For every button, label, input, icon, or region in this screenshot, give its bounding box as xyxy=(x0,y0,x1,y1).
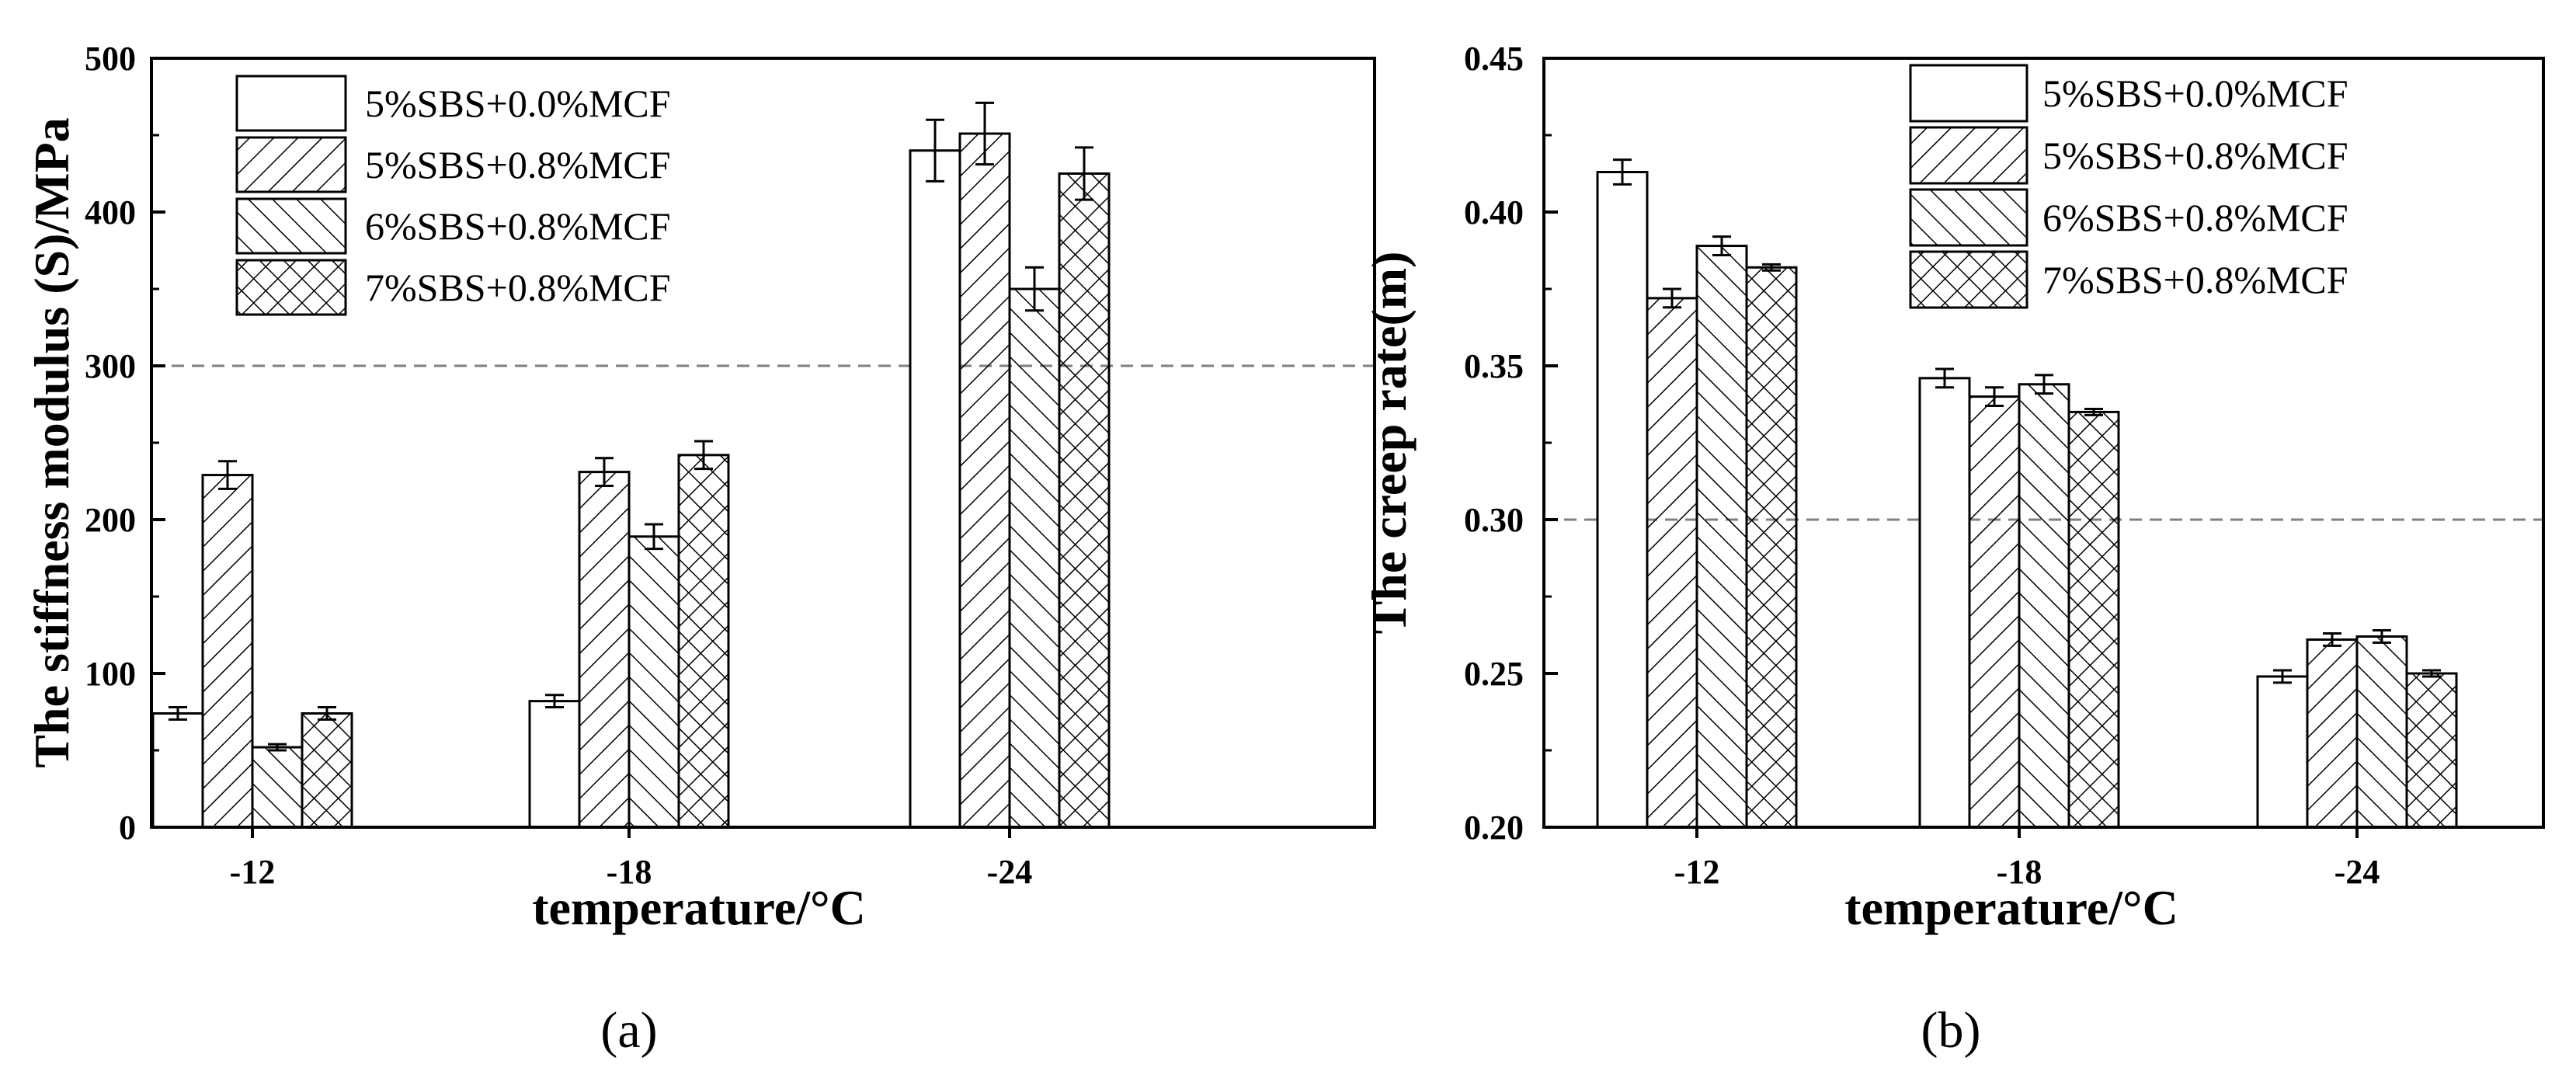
bar xyxy=(1058,172,1111,829)
bar xyxy=(301,711,353,829)
legend-swatch xyxy=(235,75,347,132)
x-tick-label: -18 xyxy=(607,853,652,891)
chart-a: 0 100 200 300 400 500 -12 -18 -24 temperature/°C T… xyxy=(24,40,1376,935)
legend-swatch xyxy=(1909,64,2028,123)
y-tick-label: 400 xyxy=(85,193,136,231)
y-axis-title: The stiffness modulus (S)/MPa xyxy=(24,117,79,767)
y-tick-label: 0.40 xyxy=(1464,193,1524,231)
bar xyxy=(1745,266,1798,829)
bar xyxy=(2405,672,2458,829)
y-tick-label: 200 xyxy=(85,501,136,539)
legend-swatch xyxy=(235,259,347,316)
legend-label: 5%SBS+0.8%MCF xyxy=(365,143,671,186)
legend-label: 5%SBS+0.8%MCF xyxy=(2042,134,2348,177)
bar xyxy=(578,471,631,829)
legend-label: 6%SBS+0.8%MCF xyxy=(365,204,671,248)
y-tick-label: 100 xyxy=(85,655,136,693)
legend-swatch xyxy=(235,136,347,193)
panel-label-b: (b) xyxy=(1921,1002,1981,1059)
y-tick-label: 0.45 xyxy=(1464,40,1524,78)
y-tick-label: 0.35 xyxy=(1464,347,1524,385)
legend-swatch xyxy=(1909,250,2028,309)
bar xyxy=(958,132,1011,829)
panel-label-a: (a) xyxy=(600,1002,657,1059)
legend-label: 7%SBS+0.8%MCF xyxy=(2042,258,2348,301)
bar xyxy=(1646,297,1698,829)
legend-label: 6%SBS+0.8%MCF xyxy=(2042,196,2348,239)
bar xyxy=(909,149,961,829)
bar xyxy=(1596,171,1649,829)
y-axis-title: The creep rate(m) xyxy=(1361,252,1417,635)
x-axis-title: temperature/°C xyxy=(1844,880,2178,935)
bar xyxy=(528,700,581,829)
bar xyxy=(1008,287,1061,829)
bar xyxy=(2306,638,2359,829)
legend-swatch xyxy=(235,197,347,255)
legend-swatch xyxy=(1909,126,2028,185)
y-tick-label: 0.30 xyxy=(1464,501,1524,539)
bar xyxy=(2256,675,2309,829)
chart-b: 0.20 0.25 0.30 0.35 0.40 0.45 -12 -18 -24 tempera… xyxy=(1361,40,2545,935)
bar xyxy=(2018,383,2070,829)
x-tick-label: -12 xyxy=(1674,853,1720,891)
y-tick-label: 0.25 xyxy=(1464,655,1524,693)
bar xyxy=(677,454,730,829)
y-tick-label: 300 xyxy=(85,347,136,385)
x-tick-label: -12 xyxy=(230,853,276,891)
x-tick-label: -24 xyxy=(2334,853,2380,891)
x-tick-label: -18 xyxy=(1997,853,2042,891)
legend-label: 5%SBS+0.0%MCF xyxy=(2042,71,2348,115)
bar xyxy=(1968,395,2021,829)
y-tick-label: 0.20 xyxy=(1464,809,1524,847)
x-tick-label: -24 xyxy=(987,853,1033,891)
bar xyxy=(151,711,204,829)
bar xyxy=(201,474,254,829)
bar xyxy=(627,535,680,829)
y-tick-label: 500 xyxy=(85,40,136,78)
y-tick-label: 0 xyxy=(119,809,136,847)
legend-label: 5%SBS+0.0%MCF xyxy=(365,82,671,125)
legend-label: 7%SBS+0.8%MCF xyxy=(365,266,671,309)
bar xyxy=(2067,410,2120,829)
bar xyxy=(1695,245,1748,829)
bar xyxy=(1918,377,1971,829)
x-axis-title: temperature/°C xyxy=(532,880,866,935)
bar xyxy=(2355,635,2408,829)
bar xyxy=(251,746,304,829)
legend-swatch xyxy=(1909,188,2028,247)
